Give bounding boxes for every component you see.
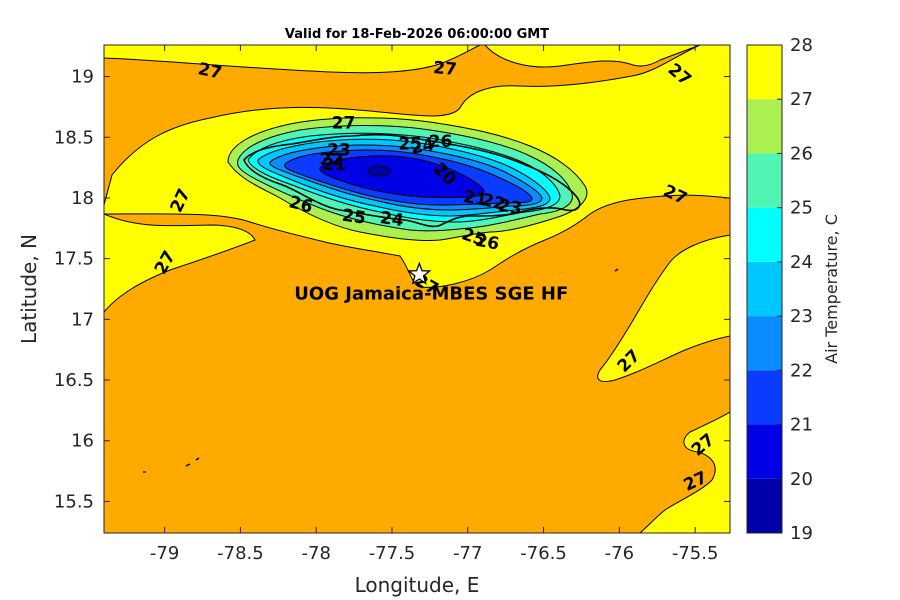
band-25-26-southeast <box>639 411 730 533</box>
y-axis-ticks: 15.5 16 16.5 17 17.5 18 18.5 19 <box>54 67 730 512</box>
colorbar-frame <box>746 44 783 534</box>
x-tick-label: -77.5 <box>369 543 416 564</box>
colorbar-tick-label: 25 <box>790 198 813 219</box>
x-tick-label: -77 <box>453 543 482 564</box>
colorbar-tick-label: 20 <box>790 469 813 490</box>
band-25-26-north <box>104 45 481 74</box>
y-tick-label: 18.5 <box>54 127 94 148</box>
contour-label: 24 <box>379 208 405 231</box>
y-tick-label: 15.5 <box>54 491 94 512</box>
plot-frame <box>103 44 731 534</box>
colorbar-swatch <box>747 45 782 100</box>
contour-label: 27 <box>332 114 356 134</box>
contour-label: 26 <box>429 132 453 152</box>
jamaica-coastline <box>243 133 581 228</box>
island-east <box>614 268 619 272</box>
colorbar-swatch <box>747 478 782 533</box>
colorbar-tick-label: 21 <box>790 415 813 436</box>
x-axis-ticks: -79 -78.5 -78 -77.5 -77 -76.5 -76 -75.5 <box>150 45 719 564</box>
y-tick-label: 19 <box>71 67 94 88</box>
x-tick-label: -76 <box>605 543 634 564</box>
y-tick-label: 18 <box>71 188 94 209</box>
colorbar-tick-label: 27 <box>790 89 813 110</box>
colorbar-tick-label: 26 <box>790 143 813 164</box>
x-tick-label: -75.5 <box>672 543 719 564</box>
colorbar-swatch <box>747 424 782 479</box>
contour-label: 25 <box>398 134 422 154</box>
y-tick-label: 16 <box>71 431 94 452</box>
station-star-icon <box>407 261 432 285</box>
band-25-26-north-east <box>484 45 701 68</box>
x-tick-label: -76.5 <box>520 543 567 564</box>
y-tick-label: 16.5 <box>54 370 94 391</box>
contour-label: 25 <box>341 206 367 229</box>
contour-label: 27 <box>432 58 457 80</box>
x-axis-label: Longitude, E <box>355 573 480 597</box>
colorbar-swatch <box>747 153 782 208</box>
colorbar-tick-label: 24 <box>790 252 813 273</box>
contour-label: 23 <box>327 140 351 160</box>
x-tick-label: -78.5 <box>217 543 264 564</box>
x-tick-label: -78 <box>302 543 331 564</box>
contour-label: 23 <box>497 196 524 220</box>
contour-label: 27 <box>196 59 223 83</box>
colorbar-tick-label: 28 <box>790 35 813 56</box>
band-below-19 <box>319 155 485 199</box>
band-25-26-east <box>597 234 730 383</box>
chart-title: Valid for 18-Feb-2026 06:00:00 GMT <box>285 27 549 42</box>
colorbar-swatch <box>747 99 782 154</box>
colorbar-swatch <box>747 207 782 262</box>
colorbar-tick-label: 23 <box>790 306 813 327</box>
cold-center <box>367 165 391 177</box>
colorbar-swatch <box>747 316 782 371</box>
y-tick-label: 17 <box>71 309 94 330</box>
band-25-26-west <box>104 213 256 313</box>
island-west <box>185 457 200 467</box>
contour-field <box>104 45 730 533</box>
colorbar-swatch <box>747 370 782 425</box>
x-tick-label: -79 <box>150 543 179 564</box>
colorbar-tick-label: 22 <box>790 360 813 381</box>
contour-label: 22 <box>320 150 344 170</box>
station-label: UOG Jamaica-MBES SGE HF <box>294 283 568 304</box>
contour-label: 24 <box>409 135 436 159</box>
y-tick-label: 17.5 <box>54 249 94 270</box>
colorbar-label: Air Temperature, C <box>822 214 841 364</box>
contour-label: 26 <box>474 231 501 255</box>
y-axis-label: Latitude, N <box>17 234 41 344</box>
contour-label: 21 <box>462 187 489 211</box>
colorbar-tick-label: 19 <box>790 523 813 544</box>
colorbar-swatch <box>747 261 782 317</box>
stations: UOG Jamaica-MBES SGE HF <box>294 261 568 304</box>
contour-label: 21 <box>323 155 347 175</box>
colorbar: 19 20 21 22 23 24 25 26 27 28 <box>746 35 813 544</box>
